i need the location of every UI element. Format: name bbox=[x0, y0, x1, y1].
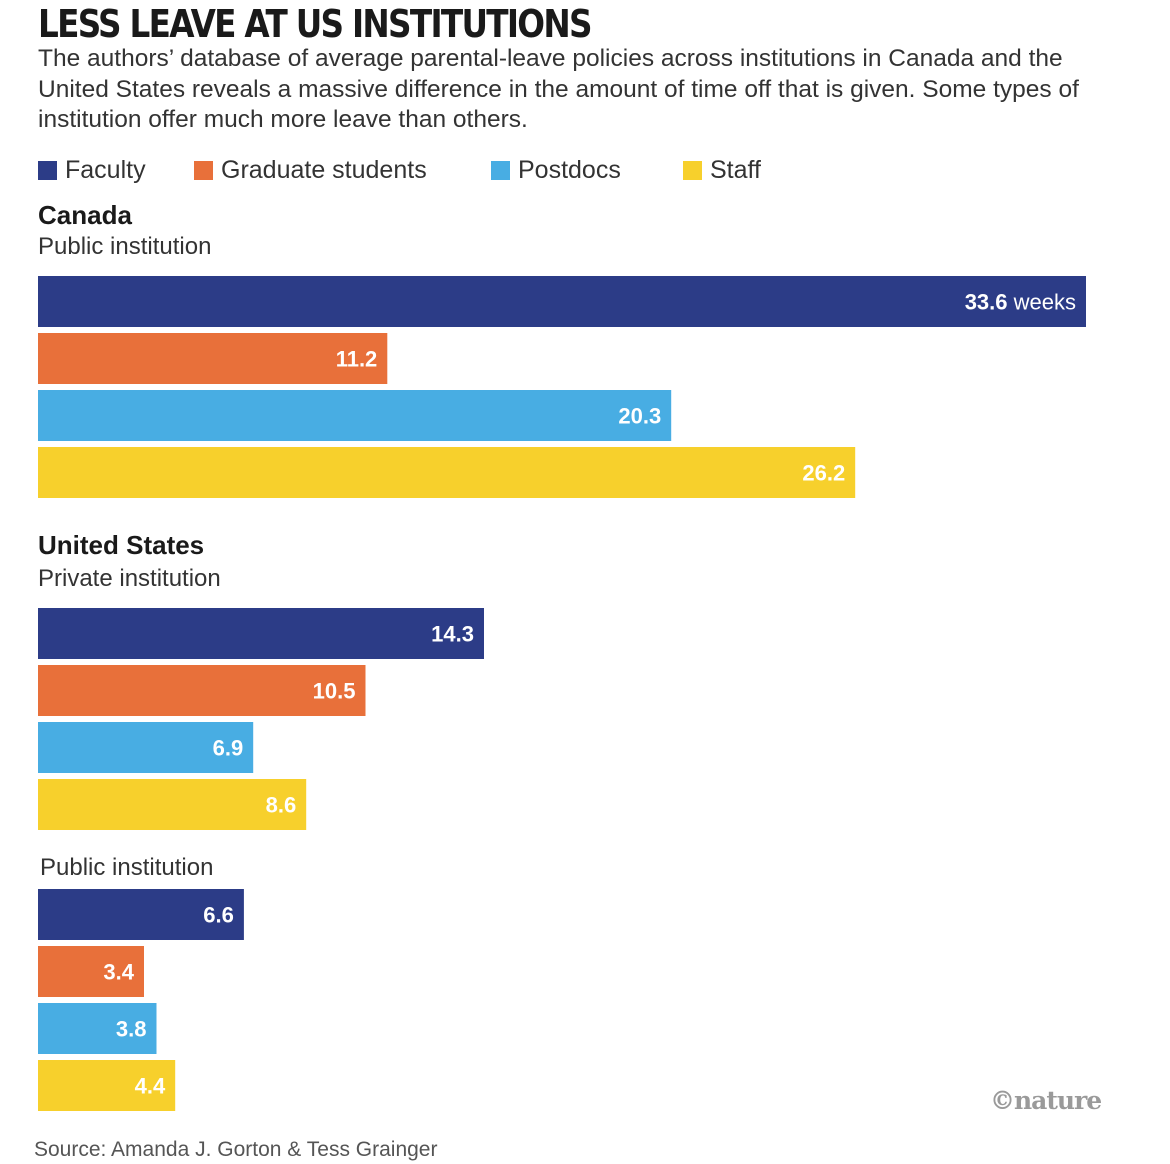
data-label-faculty: 14.3 bbox=[431, 622, 474, 647]
bar-postdocs bbox=[38, 390, 672, 441]
section-title-united-states: United States bbox=[38, 530, 204, 560]
legend-label-faculty: Faculty bbox=[65, 156, 146, 184]
legend-swatch-faculty bbox=[38, 161, 57, 180]
source-note: Source: Amanda J. Gorton & Tess Grainger bbox=[34, 1138, 438, 1161]
data-label-postdocs: 3.8 bbox=[116, 1017, 147, 1042]
section-title-canada: Canada bbox=[38, 200, 132, 230]
data-label-graduate-students: 11.2 bbox=[336, 347, 378, 372]
section-subtitle-public-institution: Public institution bbox=[40, 854, 213, 881]
data-label-graduate-students: 3.4 bbox=[103, 960, 134, 985]
data-label-staff: 8.6 bbox=[266, 793, 297, 818]
bar-postdocs bbox=[38, 722, 254, 773]
legend: Faculty Graduate students Postdocs Staff bbox=[38, 156, 1038, 186]
data-label-faculty: 33.6 weeks bbox=[965, 290, 1076, 315]
legend-item-graduate-students: Graduate students bbox=[194, 156, 427, 185]
legend-swatch-postdocs bbox=[491, 161, 510, 180]
legend-swatch-staff bbox=[683, 161, 702, 180]
legend-label-graduate-students: Graduate students bbox=[221, 156, 427, 184]
data-label-staff: 26.2 bbox=[802, 461, 845, 486]
data-label-postdocs: 6.9 bbox=[213, 736, 244, 761]
bar-graduate-students bbox=[38, 946, 144, 997]
nature-credit-logo: ©nature bbox=[990, 1086, 1102, 1115]
bar-postdocs bbox=[38, 1003, 157, 1054]
bar-graduate-students bbox=[38, 333, 388, 384]
bar-graduate-students bbox=[38, 665, 366, 716]
bar-faculty bbox=[38, 608, 484, 659]
legend-label-postdocs: Postdocs bbox=[518, 156, 621, 184]
legend-item-staff: Staff bbox=[683, 156, 761, 185]
legend-swatch-graduate-students bbox=[194, 161, 213, 180]
chart-title: LESS LEAVE AT US INSTITUTIONS bbox=[38, 2, 593, 46]
bar-faculty bbox=[38, 889, 244, 940]
data-label-faculty: 6.6 bbox=[203, 903, 234, 928]
data-label-graduate-students: 10.5 bbox=[313, 679, 356, 704]
bar-staff bbox=[38, 447, 856, 498]
data-label-staff: 4.4 bbox=[135, 1074, 166, 1099]
legend-item-faculty: Faculty bbox=[38, 156, 146, 185]
data-label-postdocs: 20.3 bbox=[618, 404, 661, 429]
chart-subtitle: The authors’ database of average parenta… bbox=[38, 45, 1079, 133]
section-subtitle-public-institution: Public institution bbox=[38, 233, 211, 260]
bar-staff bbox=[38, 1060, 176, 1111]
bar-faculty bbox=[38, 276, 1086, 327]
legend-item-postdocs: Postdocs bbox=[491, 156, 621, 185]
section-subtitle-private-institution: Private institution bbox=[38, 565, 221, 592]
legend-label-staff: Staff bbox=[710, 156, 761, 184]
bar-staff bbox=[38, 779, 307, 830]
